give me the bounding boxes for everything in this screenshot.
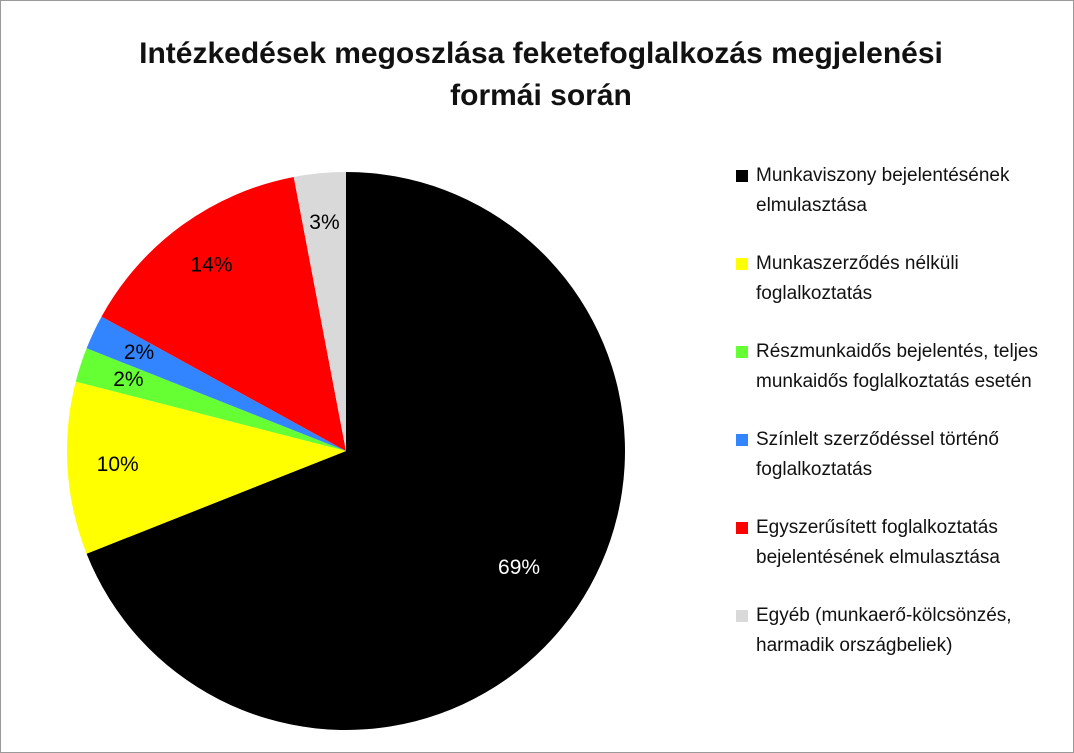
slice-label: 10%	[97, 453, 139, 476]
slice-label: 2%	[124, 341, 154, 364]
legend-item: Részmunkaidős bejelentés, teljes munkaid…	[736, 337, 1056, 397]
legend-swatch	[736, 522, 748, 534]
pie-slice	[86, 316, 347, 451]
pie-slice	[86, 172, 626, 730]
legend-label: Munkaviszony bejelentésének elmulasztása	[756, 165, 1010, 216]
pie-slice	[75, 348, 347, 451]
slice-label: 69%	[498, 556, 540, 579]
slice-label: 3%	[309, 211, 339, 234]
legend-label: Színlelt szerződéssel történő foglalkozt…	[756, 429, 999, 480]
pie-slice	[67, 381, 347, 554]
legend-swatch	[736, 346, 748, 358]
legend-swatch	[736, 258, 748, 270]
slice-label: 14%	[191, 253, 233, 276]
legend-item: Egyszerűsített foglalkoztatás bejelentés…	[736, 513, 1056, 573]
legend-label: Egyszerűsített foglalkoztatás bejelentés…	[756, 517, 1000, 568]
legend-item: Egyéb (munkaerő-kölcsönzés, harmadik ors…	[736, 601, 1056, 661]
pie-slice	[101, 176, 346, 451]
slice-label: 2%	[113, 368, 143, 391]
legend-swatch	[736, 170, 748, 182]
legend-item: Munkaviszony bejelentésének elmulasztása	[736, 161, 1056, 221]
pie-slice	[293, 172, 346, 451]
legend-swatch	[736, 610, 748, 622]
legend-item: Munkaszerződés nélküli foglalkoztatás	[736, 249, 1056, 309]
legend-label: Egyéb (munkaerő-kölcsönzés, harmadik ors…	[756, 605, 1012, 656]
legend-swatch	[736, 434, 748, 446]
legend-label: Munkaszerződés nélküli foglalkoztatás	[756, 253, 959, 304]
legend-label: Részmunkaidős bejelentés, teljes munkaid…	[756, 341, 1038, 392]
chart-title: Intézkedések megoszlása feketefoglalkozá…	[139, 37, 943, 112]
legend-item: Színlelt szerződéssel történő foglalkozt…	[736, 425, 1056, 485]
legend: Munkaviszony bejelentésének elmulasztása…	[736, 161, 1056, 689]
